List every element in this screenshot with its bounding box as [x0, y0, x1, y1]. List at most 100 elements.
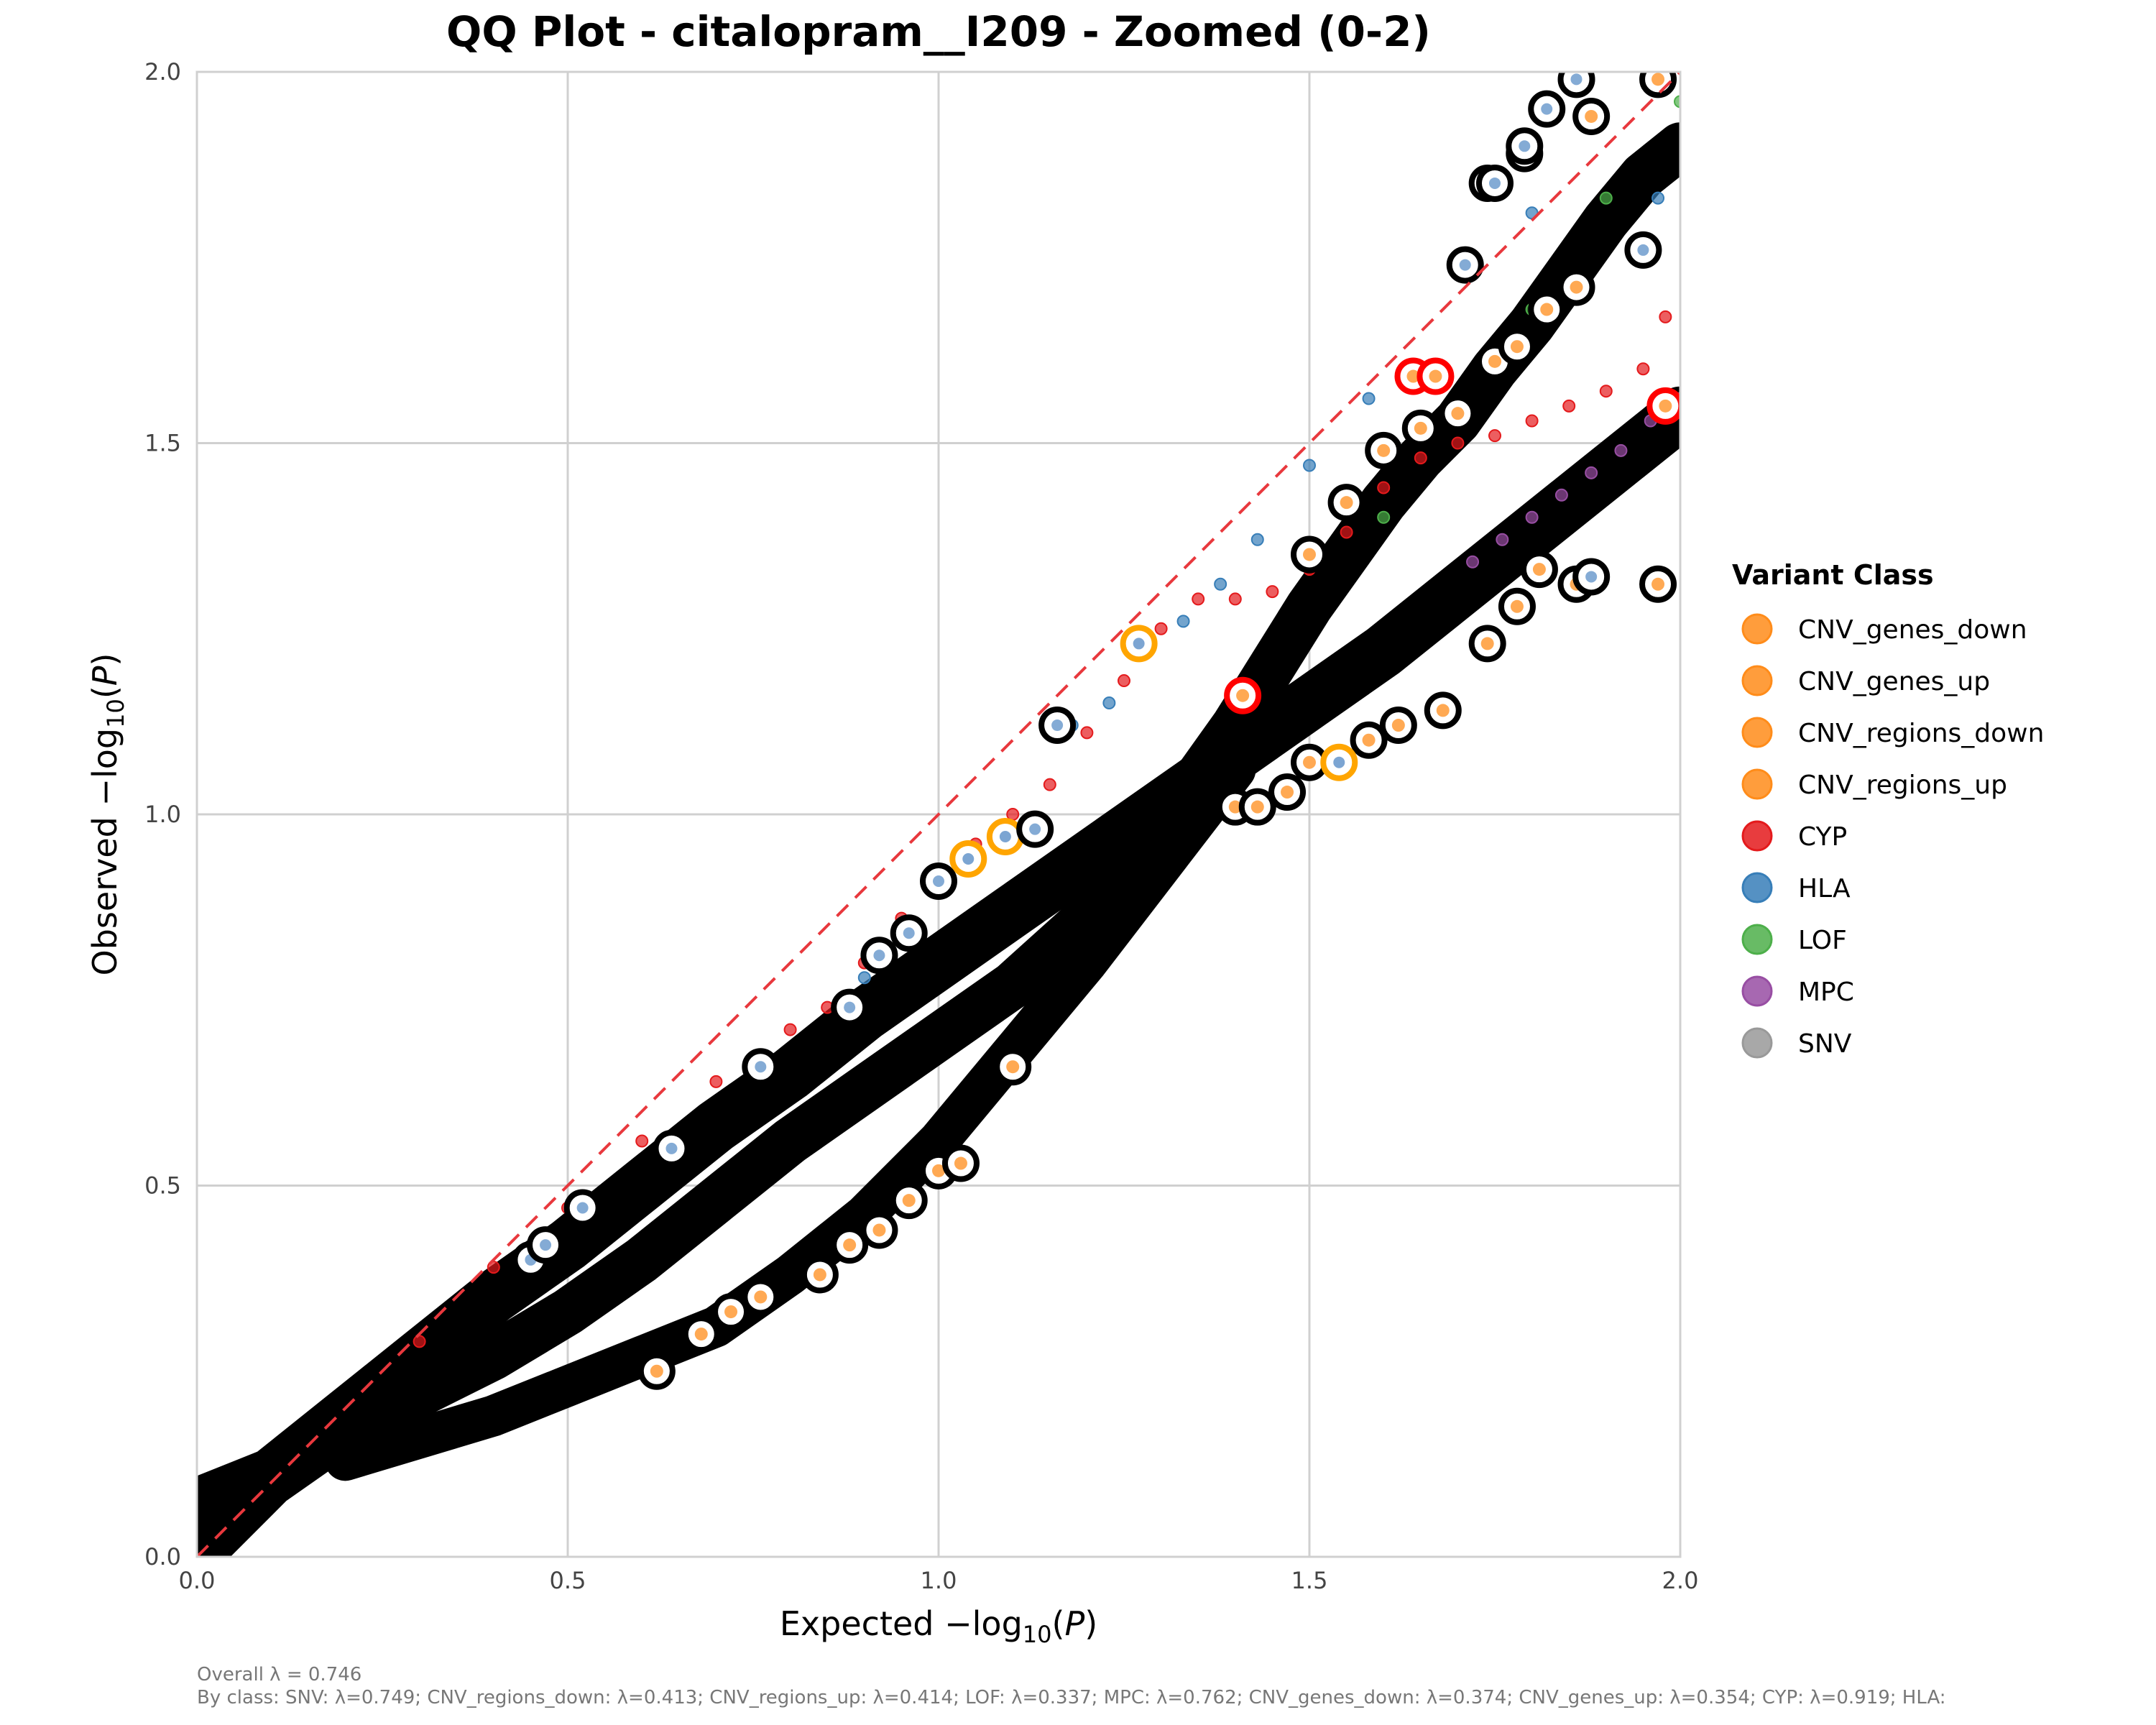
legend-label: HLA [1798, 874, 1851, 903]
y-tick-label: 1.5 [144, 430, 181, 457]
legend-item: CNV_genes_down [1741, 613, 2027, 645]
cyp-point [413, 1335, 426, 1348]
hla-point [1102, 696, 1116, 710]
mpc-point [1554, 488, 1568, 502]
cnv-point [1488, 354, 1501, 368]
legend-item: HLA [1741, 872, 1851, 903]
legend-item: CNV_regions_up [1741, 768, 2007, 800]
cnv-point [813, 1268, 826, 1282]
hla-point [857, 971, 871, 985]
cnv-point [1414, 421, 1427, 435]
inner-point [1236, 689, 1250, 702]
legend-label: CNV_regions_down [1798, 719, 2044, 748]
cnv-point [1540, 303, 1554, 316]
hla-point [1362, 392, 1376, 405]
lof-point [1377, 510, 1391, 524]
x-axis-label: Expected −log10(P) [780, 1604, 1097, 1648]
hla-point [1214, 577, 1227, 591]
plot-border [195, 70, 1682, 1558]
cyp-point [1154, 622, 1168, 635]
inner-point [844, 1001, 856, 1013]
cnv-point [1228, 800, 1242, 814]
inner-point [1570, 73, 1583, 86]
inner-point [1133, 638, 1145, 650]
legend-label: CNV_genes_up [1798, 667, 1990, 696]
legend-marker-icon [1741, 924, 1773, 955]
x-tick-labels: 0.0 0.5 1.0 1.5 2.0 [179, 1567, 1699, 1594]
inner-point [1659, 399, 1672, 413]
cyp-point [1451, 436, 1465, 450]
legend-label: LOF [1798, 926, 1847, 955]
cnv-point [1651, 73, 1665, 86]
hla-point [1651, 191, 1665, 205]
inner-point [933, 875, 944, 887]
inner-point [576, 1202, 589, 1214]
inner-point [962, 852, 975, 865]
legend-item: SNV [1741, 1027, 1852, 1059]
cnv-point [1532, 563, 1546, 576]
legend-marker-icon [1741, 665, 1773, 696]
cnv-point [1510, 599, 1524, 613]
cnv-point [1391, 719, 1405, 732]
snv-bands [197, 122, 1680, 1557]
cnv-point [1651, 577, 1665, 591]
cnv-point [1436, 704, 1450, 717]
y-tick-labels: 0.0 0.5 1.0 1.5 2.0 [144, 58, 181, 1570]
hla-point [1250, 533, 1264, 546]
cnv-point [872, 1223, 886, 1237]
series-black-ring-isolated [512, 72, 1662, 1279]
cnv-point [1281, 786, 1294, 799]
band-point [1651, 133, 1680, 174]
legend-item: CYP [1741, 820, 1847, 852]
legend-marker-icon [1741, 1027, 1773, 1059]
legend-label: SNV [1798, 1029, 1852, 1059]
y-axis-label: Observed −log10(P) [86, 653, 129, 976]
x-tick-label: 1.0 [921, 1567, 957, 1594]
cnv-point [754, 1290, 768, 1304]
legend-item: CNV_regions_down [1741, 717, 2044, 748]
cnv-point [1303, 755, 1316, 769]
legend-marker-icon [1741, 717, 1773, 748]
inner-point [1333, 756, 1345, 768]
inner-point [1051, 719, 1064, 732]
cyp-point [1228, 592, 1242, 606]
cyp-point [1043, 778, 1056, 791]
overall-lambda: Overall λ = 0.746 [197, 1664, 361, 1685]
cnv-point [1451, 407, 1465, 420]
legend-marker-icon [1741, 820, 1773, 852]
lof-point [1599, 191, 1613, 205]
inner-point [1637, 244, 1649, 256]
legend-item: LOF [1741, 924, 1847, 955]
y-tick-label: 1.0 [144, 801, 181, 828]
inner-point [1541, 103, 1553, 115]
cyp-point [709, 1075, 723, 1088]
inner-point [1429, 369, 1442, 383]
inner-point [1489, 177, 1501, 189]
cnv-point [1303, 548, 1316, 561]
cnv-point [902, 1194, 916, 1208]
cyp-point [1192, 592, 1205, 606]
cyp-point [1636, 362, 1650, 376]
cnv-point [650, 1364, 663, 1378]
y-tick-label: 0.0 [144, 1543, 181, 1570]
cyp-point [1659, 310, 1672, 323]
plot-frame [195, 70, 1682, 1558]
cyp-point [1599, 385, 1613, 398]
mpc-point [1466, 555, 1480, 569]
mpc-point [1614, 443, 1628, 457]
cyp-point [635, 1134, 649, 1148]
legend-label: CNV_genes_down [1798, 615, 2027, 645]
legend-marker-icon [1741, 975, 1773, 1007]
series-cnv-highlighted- [637, 72, 1677, 1390]
cnv-point [1570, 280, 1583, 294]
hla-point [1176, 615, 1190, 628]
cnv-point [1006, 1060, 1020, 1074]
inner-point [1029, 823, 1041, 835]
x-tick-label: 0.0 [179, 1567, 216, 1594]
cyp-point [1377, 481, 1391, 494]
cnv-point [694, 1328, 708, 1341]
x-tick-label: 2.0 [1662, 1567, 1699, 1594]
cnv-point [1585, 109, 1598, 123]
inner-point [1459, 259, 1471, 271]
cnv-point [843, 1238, 857, 1252]
